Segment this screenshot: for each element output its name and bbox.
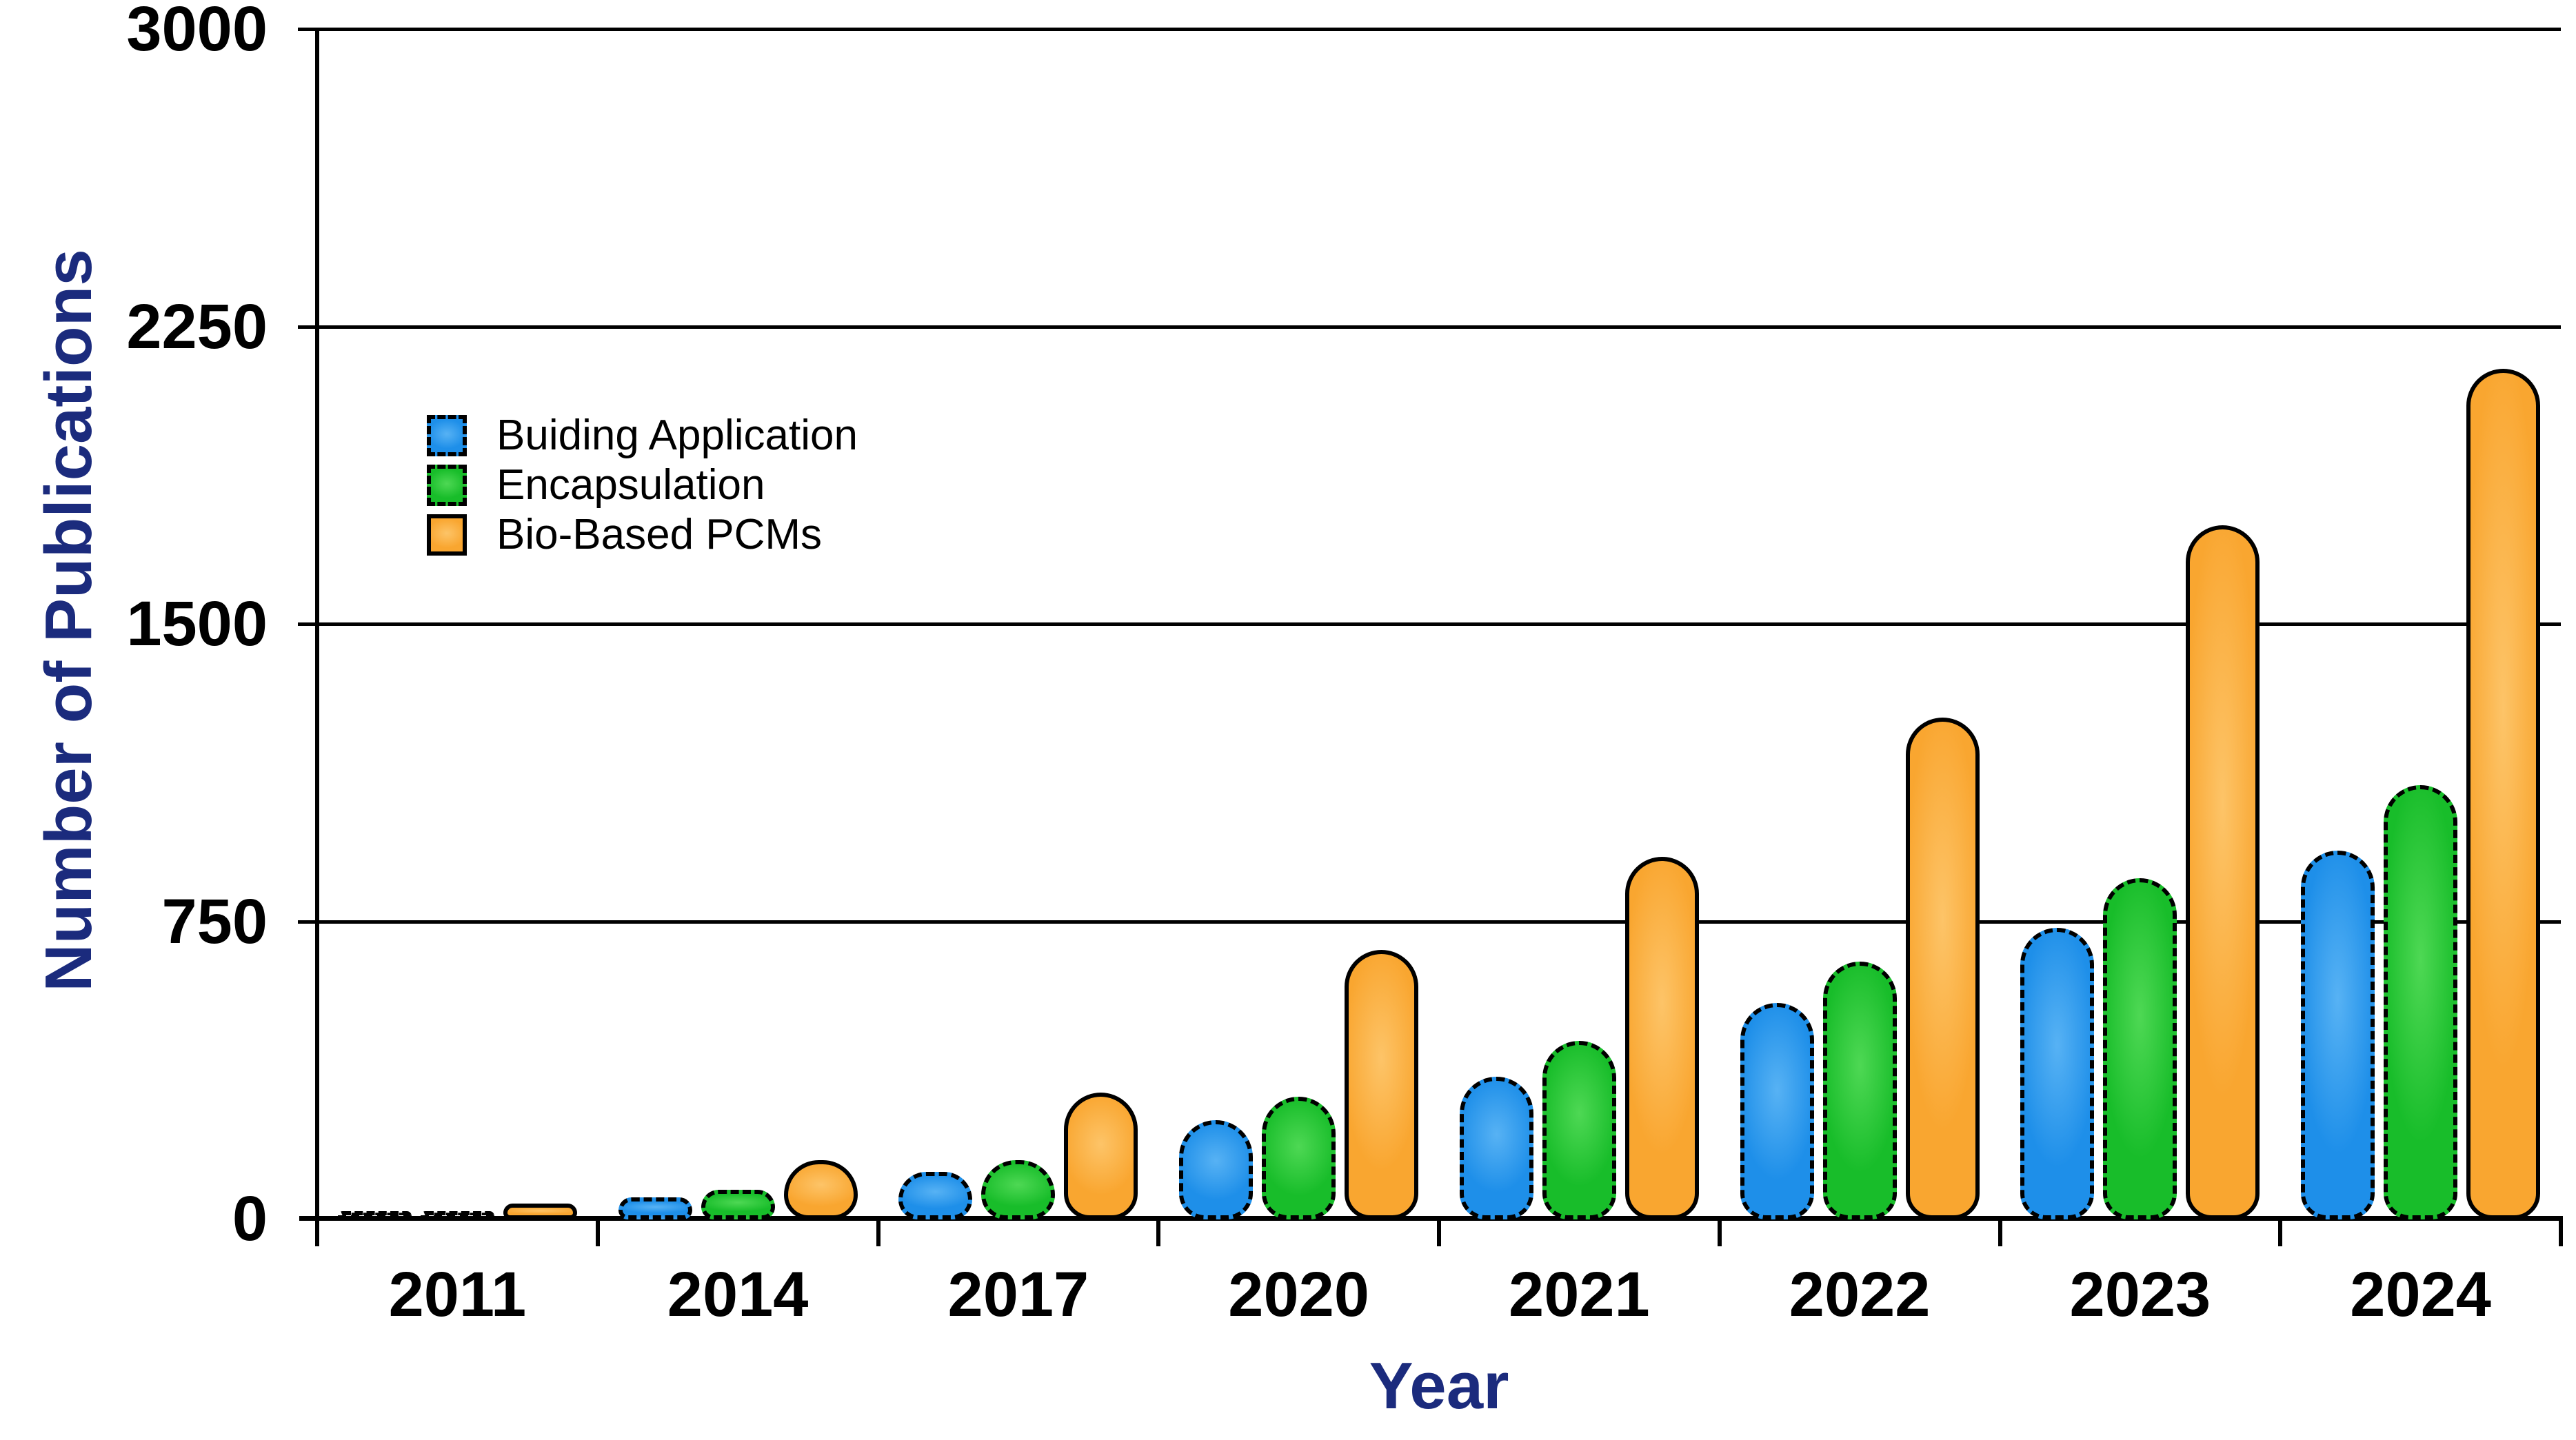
legend-swatch-bio-based-pcms	[427, 514, 467, 556]
x-axis-tick	[1998, 1216, 2002, 1246]
x-axis-tick	[595, 1216, 600, 1246]
bar-2014-building-application	[618, 1197, 692, 1219]
x-tick-label-2011: 2011	[388, 1259, 527, 1330]
y-tick-mark-3000	[298, 28, 317, 31]
x-axis-tick	[1437, 1216, 1441, 1246]
x-tick-label-2022: 2022	[1789, 1259, 1931, 1330]
bar-2017-bio-based-pcms	[1064, 1093, 1138, 1219]
legend-swatch-encapsulation	[427, 465, 467, 506]
x-axis-tick	[876, 1216, 881, 1246]
bar-2014-bio-based-pcms	[784, 1160, 858, 1219]
bar-2024-encapsulation	[2384, 785, 2457, 1219]
bar-2022-building-application	[1740, 1003, 1814, 1219]
legend-item-encapsulation: Encapsulation	[427, 460, 858, 510]
x-axis-line	[299, 1216, 2562, 1221]
y-tick-label-750: 750	[161, 886, 268, 957]
y-tick-label-0: 0	[232, 1184, 268, 1254]
bar-2021-encapsulation	[1542, 1041, 1616, 1219]
bar-2020-encapsulation	[1262, 1097, 1336, 1219]
legend-label-encapsulation: Encapsulation	[496, 461, 765, 509]
x-tick-label-2024: 2024	[2350, 1259, 2491, 1330]
gridline-1500	[317, 622, 2561, 626]
y-axis-line	[315, 28, 319, 1246]
y-axis-title: Number of Publications	[32, 249, 105, 992]
legend-item-building-application: Buiding Application	[427, 411, 858, 460]
bar-2024-bio-based-pcms	[2466, 369, 2540, 1219]
bar-2017-encapsulation	[981, 1160, 1055, 1219]
x-tick-label-2020: 2020	[1228, 1259, 1369, 1330]
legend-item-bio-based-pcms: Bio-Based PCMs	[427, 510, 858, 560]
legend-label-bio-based-pcms: Bio-Based PCMs	[496, 511, 823, 558]
x-axis-title: Year	[1369, 1349, 1509, 1423]
bar-2021-building-application	[1460, 1077, 1533, 1219]
gridline-3000	[317, 28, 2561, 31]
bar-2023-building-application	[2020, 928, 2094, 1219]
gridline-750	[317, 920, 2561, 924]
y-tick-label-1500: 1500	[126, 589, 268, 659]
legend-label-building-application: Buiding Application	[496, 412, 858, 459]
bar-2011-bio-based-pcms	[503, 1204, 577, 1219]
x-axis-tick	[1156, 1216, 1161, 1246]
bar-2024-building-application	[2301, 851, 2375, 1219]
bar-2023-bio-based-pcms	[2186, 525, 2260, 1219]
legend-swatch-building-application	[427, 415, 467, 456]
y-tick-mark-1500	[298, 622, 317, 626]
x-axis-tick	[2278, 1216, 2283, 1246]
gridline-2250	[317, 325, 2561, 329]
y-tick-mark-750	[298, 920, 317, 924]
bar-2014-encapsulation	[701, 1190, 775, 1219]
bar-2022-bio-based-pcms	[1906, 718, 1980, 1219]
y-tick-label-2250: 2250	[126, 291, 268, 362]
bar-2020-bio-based-pcms	[1345, 950, 1418, 1219]
bar-2023-encapsulation	[2103, 878, 2177, 1219]
y-tick-mark-2250	[298, 325, 317, 329]
x-axis-tick	[1717, 1216, 1722, 1246]
x-tick-label-2023: 2023	[2069, 1259, 2211, 1330]
x-tick-label-2021: 2021	[1509, 1259, 1650, 1330]
bar-2011-encapsulation	[421, 1211, 494, 1219]
y-tick-label-3000: 3000	[126, 0, 268, 64]
bar-2021-bio-based-pcms	[1625, 857, 1699, 1219]
x-tick-label-2014: 2014	[667, 1259, 809, 1330]
legend: Buiding Application Encapsulation Bio-Base…	[427, 411, 858, 560]
x-tick-label-2017: 2017	[947, 1259, 1089, 1330]
x-axis-tick	[2559, 1216, 2563, 1246]
bar-2011-building-application	[338, 1211, 412, 1219]
bar-2017-building-application	[898, 1172, 972, 1219]
bar-2022-encapsulation	[1823, 962, 1897, 1219]
bar-2020-building-application	[1179, 1120, 1253, 1219]
